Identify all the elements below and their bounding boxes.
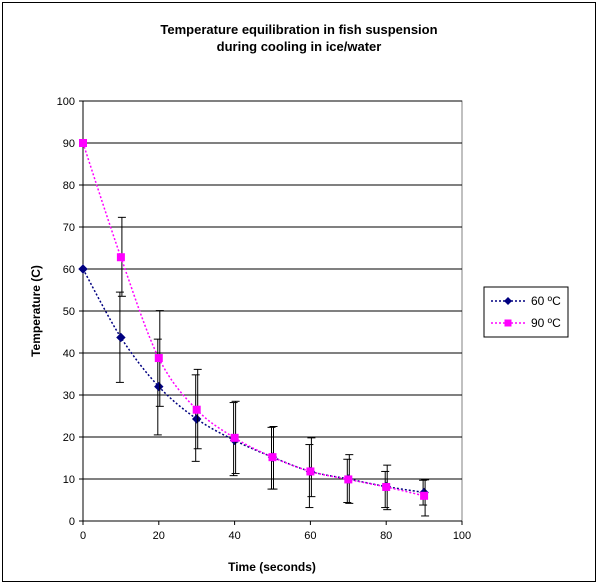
data-point xyxy=(344,475,353,484)
data-point xyxy=(268,453,277,462)
x-tick-label: 80 xyxy=(380,530,392,542)
legend-marker xyxy=(504,319,512,327)
y-tick-label: 50 xyxy=(63,306,75,318)
data-point xyxy=(79,139,87,147)
y-tick-label: 90 xyxy=(63,138,75,150)
chart-title-line-2: during cooling in ice/water xyxy=(217,39,382,54)
y-tick-label: 10 xyxy=(63,474,75,486)
y-tick-label: 100 xyxy=(57,96,75,108)
y-tick-label: 80 xyxy=(63,180,75,192)
data-point xyxy=(191,414,202,424)
data-point xyxy=(192,405,201,414)
data-point xyxy=(116,332,126,343)
legend-label: 60 ºC xyxy=(531,294,561,308)
x-axis-label: Time (seconds) xyxy=(228,560,316,574)
y-tick-label: 60 xyxy=(63,264,75,276)
legend-label: 90 ºC xyxy=(531,316,561,330)
chart-title-line-1: Temperature equilibration in fish suspen… xyxy=(160,22,437,37)
x-tick-label: 20 xyxy=(153,530,165,542)
x-tick-label: 40 xyxy=(228,530,240,542)
x-tick-label: 100 xyxy=(453,530,471,542)
data-point xyxy=(306,467,315,476)
data-point xyxy=(382,482,391,491)
series-2 xyxy=(79,139,430,517)
y-tick-label: 20 xyxy=(63,432,75,444)
data-point xyxy=(78,264,88,274)
data-point xyxy=(154,381,164,392)
legend-marker xyxy=(504,297,512,305)
series-layer xyxy=(78,139,430,517)
x-axis-ticks: 0 20 40 60 80 100 xyxy=(80,521,471,542)
y-tick-label: 70 xyxy=(63,222,75,234)
gridlines xyxy=(83,100,462,480)
y-tick-label: 0 xyxy=(69,516,75,528)
y-axis-ticks: 0 10 20 30 40 50 60 70 80 90 100 xyxy=(57,96,83,528)
data-point xyxy=(154,354,163,363)
y-axis-label: Temperature (C) xyxy=(29,265,43,357)
y-tick-label: 40 xyxy=(63,348,75,360)
legend: 60 ºC 90 ºC xyxy=(483,286,569,338)
data-point xyxy=(420,491,429,500)
data-point xyxy=(116,253,125,262)
data-point xyxy=(230,433,239,442)
x-tick-label: 60 xyxy=(304,530,316,542)
y-tick-label: 30 xyxy=(63,390,75,402)
x-tick-label: 0 xyxy=(80,530,86,542)
legend-box xyxy=(483,286,569,338)
